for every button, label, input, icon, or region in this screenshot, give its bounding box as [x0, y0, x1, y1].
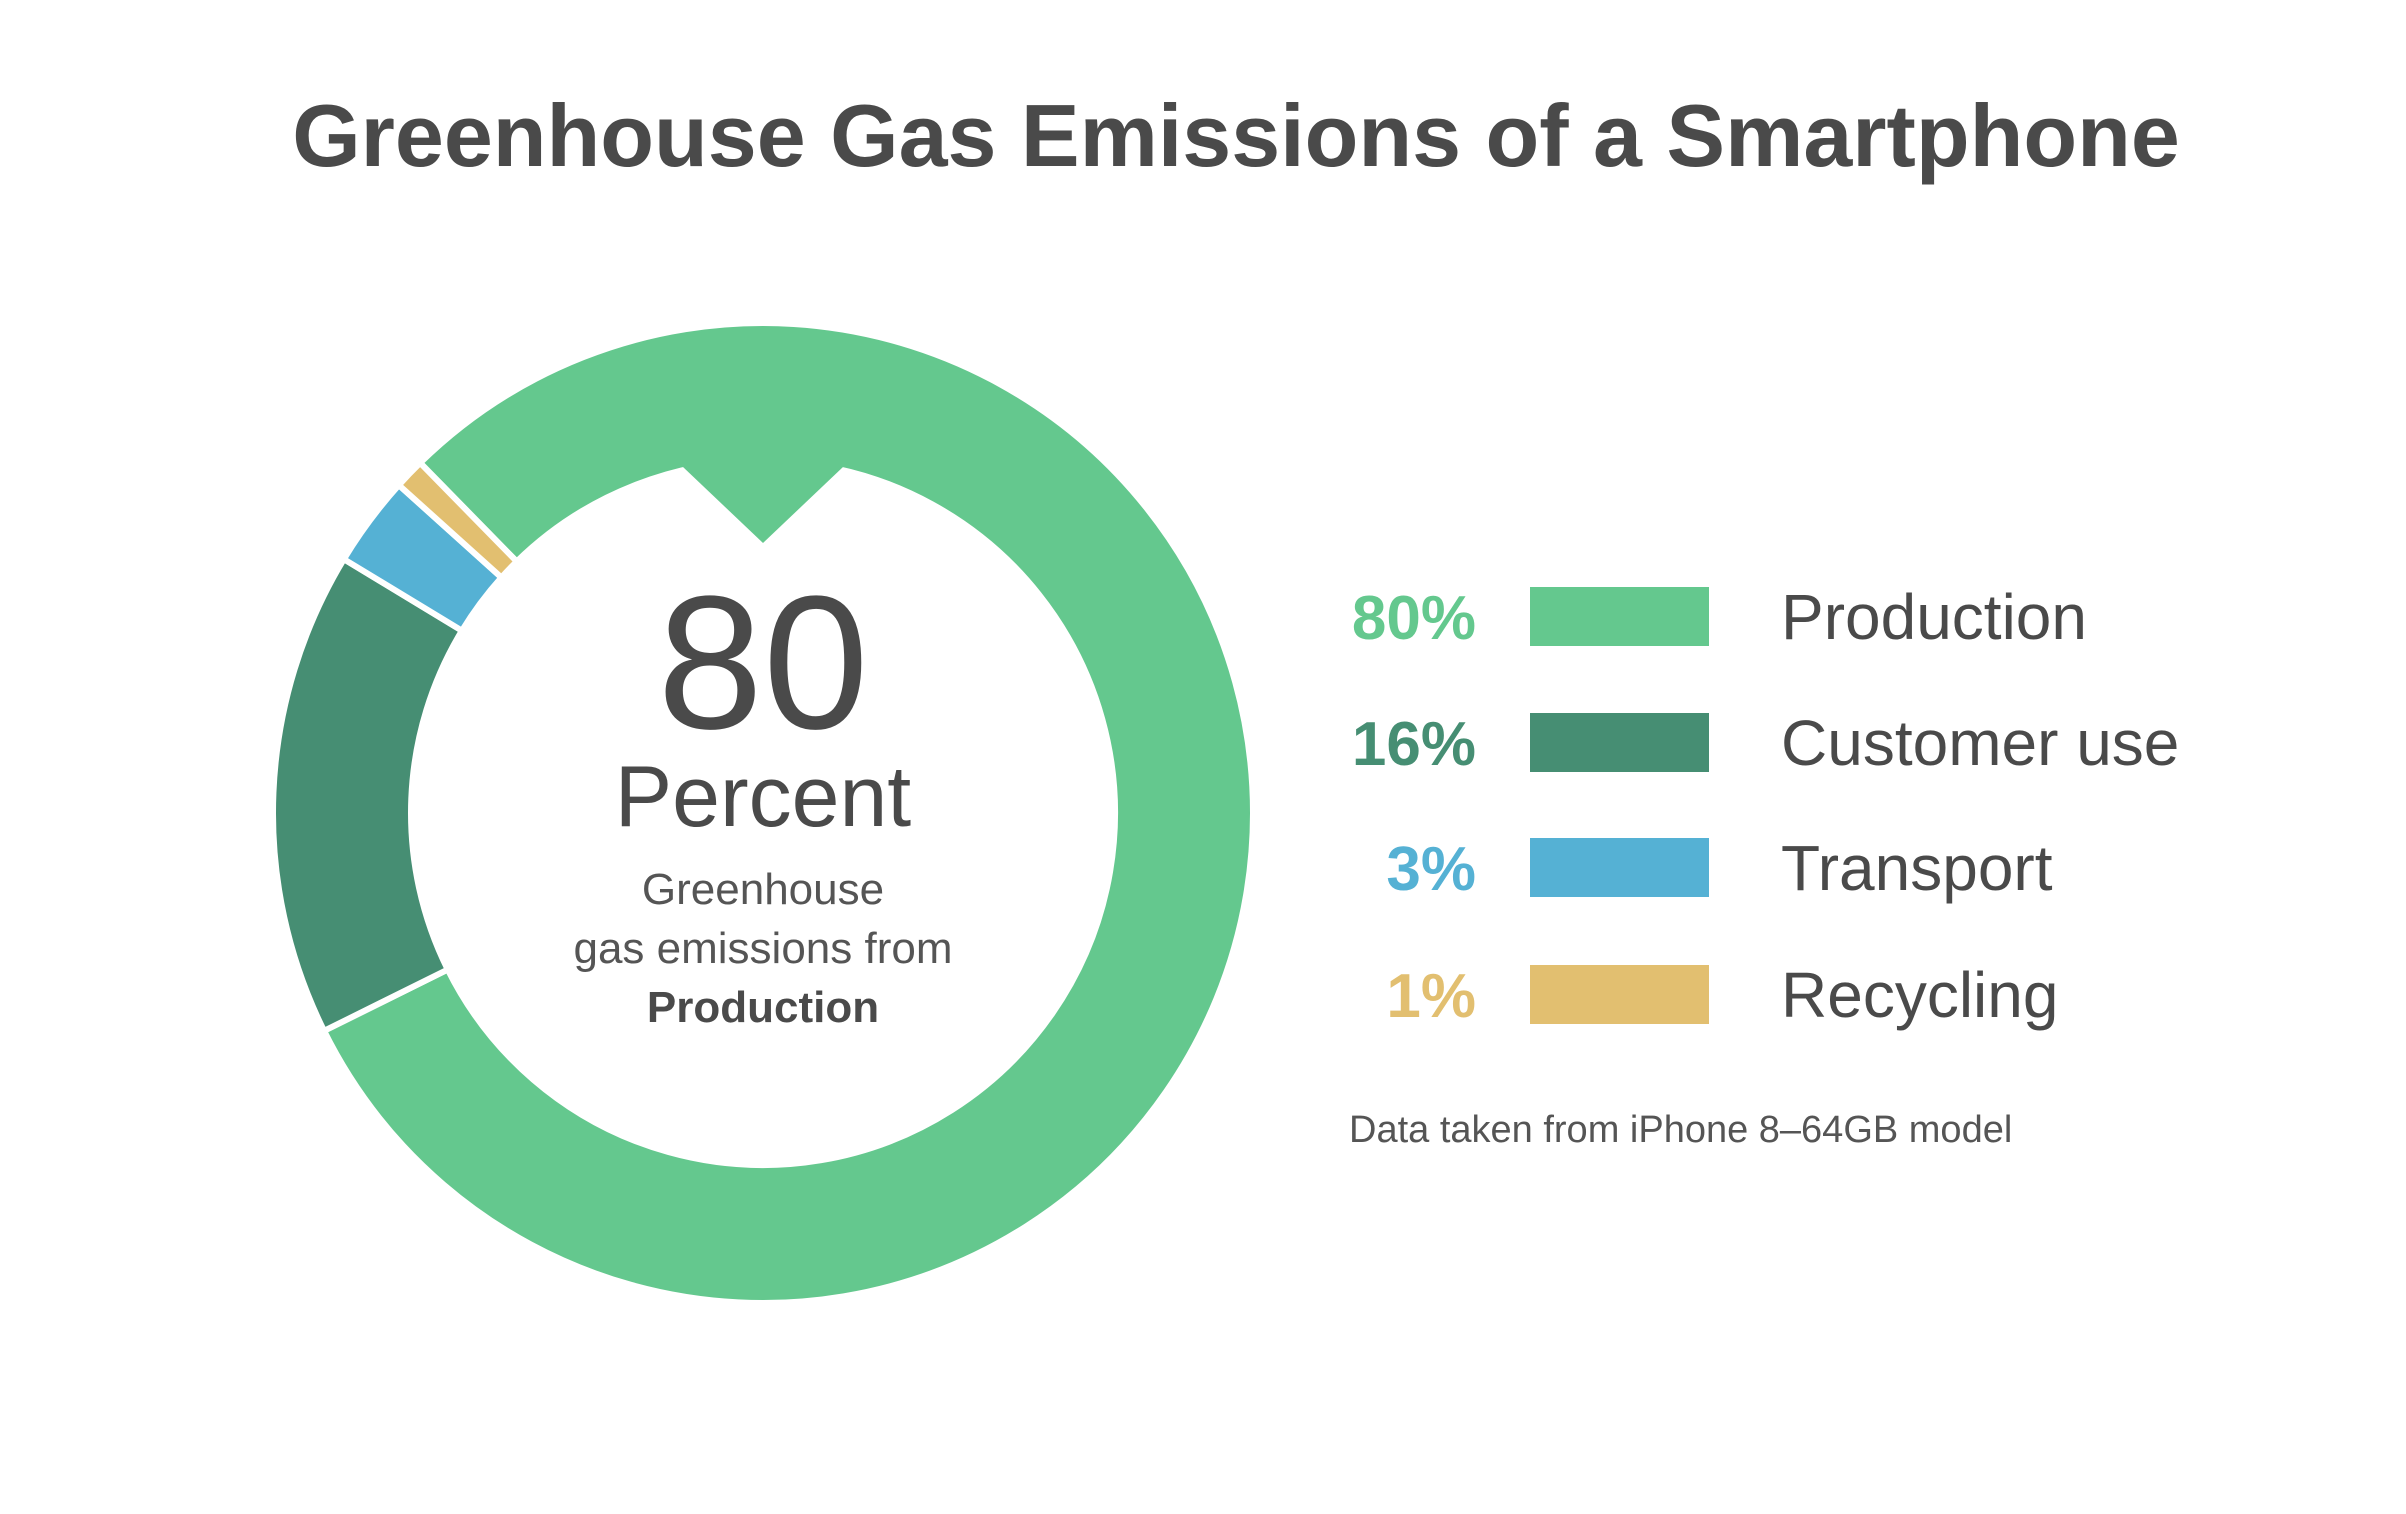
- legend-value-customer-use: 16%: [1352, 710, 1476, 779]
- legend-label-customer-use: Customer use: [1781, 707, 2179, 779]
- legend-swatch-customer-use: [1530, 713, 1709, 772]
- chart-title: Greenhouse Gas Emissions of a Smartphone: [292, 86, 2180, 185]
- slice-production: [320, 320, 1256, 1306]
- legend-value-recycling: 1%: [1386, 962, 1476, 1031]
- legend-swatch-transport: [1530, 838, 1709, 897]
- donut-slices: [270, 320, 1256, 1306]
- legend-label-production: Production: [1781, 581, 2087, 653]
- legend-value-production: 80%: [1352, 584, 1476, 653]
- legend-value-transport: 3%: [1386, 835, 1476, 904]
- slice-customer-use: [270, 555, 467, 1035]
- legend-swatch-recycling: [1530, 965, 1709, 1024]
- legend-label-transport: Transport: [1781, 832, 2053, 904]
- center-caption-line3: Production: [647, 983, 879, 1032]
- center-unit: Percent: [615, 749, 911, 845]
- legend: 80% Production 16% Customer use 3% Transport 1…: [1352, 581, 2179, 1031]
- center-value: 80: [657, 557, 868, 769]
- center-caption-line1: Greenhouse: [642, 865, 884, 914]
- legend-swatch-production: [1530, 587, 1709, 646]
- footnote: Data taken from iPhone 8–64GB model: [1349, 1109, 2012, 1151]
- pointer-notch: [683, 457, 843, 543]
- center-caption-line2: gas emissions from: [573, 924, 952, 973]
- legend-label-recycling: Recycling: [1781, 959, 2058, 1031]
- slice-recycling: [394, 458, 521, 582]
